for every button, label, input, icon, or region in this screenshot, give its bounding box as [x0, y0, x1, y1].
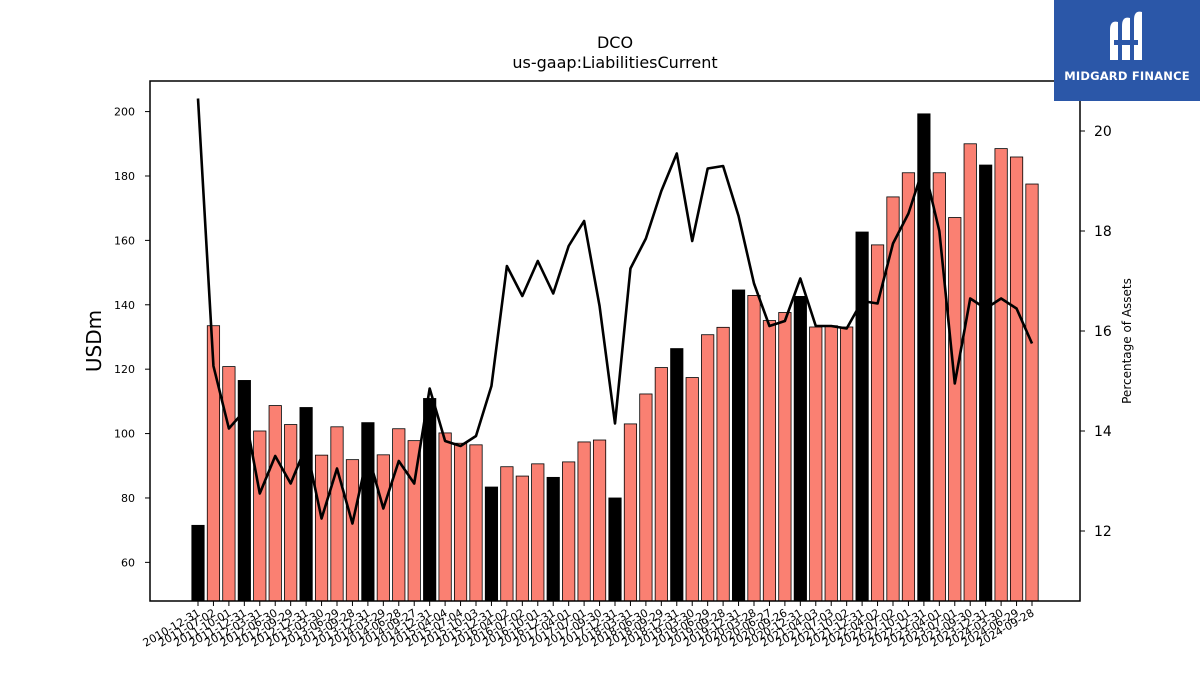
bar-2020-03-28 [747, 295, 761, 602]
plot-frame [149, 80, 1081, 602]
bar-2012-09-29 [284, 424, 298, 602]
bar-2013-06-29 [330, 426, 344, 602]
y-tick-label: 160 [114, 234, 135, 247]
bar-2018-12-31 [670, 348, 684, 602]
bar-2014-12-31 [423, 398, 437, 602]
bar-2012-12-31 [299, 407, 313, 602]
bar-2014-03-29 [376, 454, 390, 602]
bar-2020-09-26 [778, 312, 792, 602]
bar-2016-04-02 [500, 466, 514, 602]
bar-2018-09-29 [654, 367, 668, 602]
y-tick-label: 60 [121, 556, 135, 569]
bar-2021-12-31 [855, 231, 869, 602]
brand-name: MIDGARD FINANCE [1064, 69, 1190, 83]
bar-2016-12-31 [546, 476, 560, 602]
bar-2016-10-01 [531, 463, 545, 602]
bar-2015-07-04 [453, 442, 468, 602]
bar-2019-09-28 [716, 326, 730, 602]
bar-2013-03-30 [314, 454, 329, 602]
bar-2023-12-31 [979, 164, 993, 602]
chart-title: DCO [597, 33, 633, 52]
y-tick-label: 200 [114, 106, 135, 119]
bar-2012-03-31 [253, 430, 267, 602]
y-tick-label: 120 [114, 363, 135, 376]
bar-2023-09-30 [963, 143, 977, 602]
bar-2019-12-31 [731, 289, 746, 602]
y2-tick-label: 16 [1094, 324, 1112, 340]
y2-tick-label: 14 [1094, 424, 1112, 440]
y-axis-label: USDm [82, 310, 106, 372]
bar-2021-04-03 [809, 326, 823, 602]
bar-2011-10-01 [222, 366, 236, 602]
bar-2021-07-03 [824, 325, 838, 602]
bar-2020-12-31 [793, 296, 807, 602]
bar-2017-07-01 [577, 441, 591, 602]
bars-group [191, 113, 1039, 602]
bar-2020-06-27 [762, 320, 777, 602]
bar-2017-09-30 [592, 439, 607, 602]
chart-subtitle: us-gaap:LiabilitiesCurrent [512, 53, 717, 72]
y-tick-label: 140 [114, 299, 135, 312]
bar-2024-03-30 [994, 148, 1008, 602]
bar-2010-12-31 [191, 524, 205, 602]
bar-2012-06-30 [268, 405, 282, 602]
brand-logo: MIDGARD FINANCE [1054, 0, 1200, 101]
y2-axis-label: Percentage of Assets [1120, 278, 1134, 404]
bar-2014-06-28 [392, 428, 406, 602]
y-tick-label: 80 [121, 492, 135, 505]
bar-2015-10-03 [469, 444, 483, 602]
bar-2019-03-30 [685, 377, 699, 602]
y-tick-label: 180 [114, 170, 135, 183]
y2-tick-label: 20 [1094, 124, 1112, 140]
bar-2017-12-31 [608, 497, 622, 602]
y-tick-label: 100 [114, 428, 135, 441]
bar-2023-07-01 [948, 217, 962, 602]
bar-2019-06-29 [701, 334, 715, 602]
bar-2015-04-04 [438, 432, 452, 602]
x-axis-ticks: 2010-12-312011-07-022011-10-012011-12-31… [141, 601, 1037, 650]
y2-axis-ticks: 12 14 16 18 20 [1080, 124, 1112, 540]
bar-2015-12-31 [484, 486, 499, 602]
bar-2013-09-28 [345, 459, 360, 602]
bar-2021-10-02 [840, 326, 854, 602]
bar-2017-04-01 [562, 461, 576, 602]
bar-2016-07-02 [515, 475, 529, 602]
bar-2018-06-30 [639, 393, 653, 602]
bar-2022-10-01 [901, 172, 916, 602]
midgard-logo-icon [1110, 11, 1142, 60]
bar-2018-03-31 [623, 423, 638, 602]
series-line [196, 98, 1034, 525]
y2-tick-label: 18 [1094, 224, 1112, 240]
bar-2024-09-28 [1025, 183, 1039, 602]
bar-2024-06-29 [1009, 156, 1024, 602]
y-axis-ticks: 60 80 100 120 140 160 180 200 [114, 106, 150, 569]
y2-tick-label: 12 [1094, 524, 1112, 540]
bar-2013-12-31 [361, 422, 375, 602]
